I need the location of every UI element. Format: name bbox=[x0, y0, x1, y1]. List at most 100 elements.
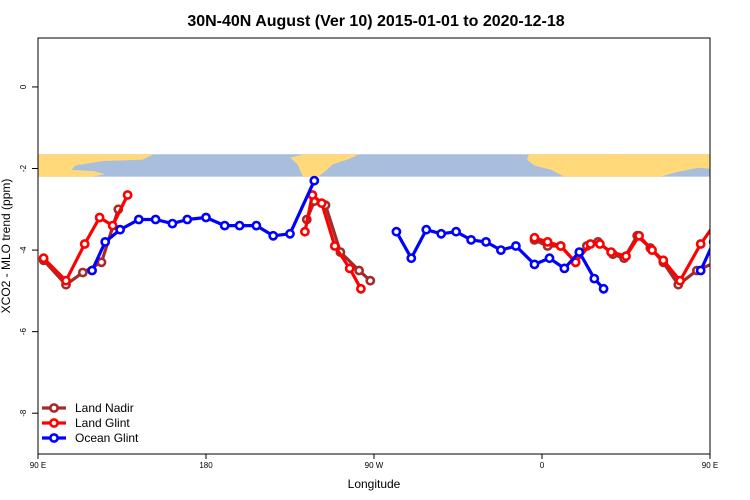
data-point bbox=[87, 265, 97, 276]
data-point bbox=[344, 263, 355, 274]
data-point bbox=[695, 239, 706, 249]
legend-swatch-marker bbox=[49, 433, 59, 443]
plot-frame bbox=[37, 37, 711, 455]
x-tick-label: 180 bbox=[199, 461, 213, 470]
data-point bbox=[746, 191, 750, 198]
land-shape-1 bbox=[290, 154, 360, 177]
data-point bbox=[299, 226, 310, 237]
data-point bbox=[354, 265, 364, 276]
data-point bbox=[79, 239, 90, 249]
y-tick-label: -6 bbox=[19, 328, 28, 336]
data-point bbox=[621, 251, 631, 262]
land-band bbox=[38, 154, 710, 177]
land-shape-2 bbox=[527, 154, 710, 177]
legend-item: Land Glint bbox=[42, 416, 130, 430]
data-point bbox=[150, 214, 161, 225]
data-point bbox=[675, 275, 685, 286]
land-sea-strip bbox=[38, 154, 710, 177]
chart-title: 30N-40N August (Ver 10) 2015-01-01 to 20… bbox=[187, 13, 564, 30]
y-tick-label: -2 bbox=[19, 164, 28, 172]
x-tick-label: 90 W bbox=[365, 461, 384, 470]
land-shape-3 bbox=[614, 154, 632, 159]
data-point bbox=[589, 273, 600, 284]
data-point bbox=[77, 267, 88, 278]
data-point bbox=[606, 247, 616, 257]
data-point bbox=[436, 228, 447, 239]
data-point bbox=[544, 253, 555, 264]
legend-label: Land Glint bbox=[75, 416, 130, 430]
data-point bbox=[658, 255, 669, 266]
data-point bbox=[708, 238, 710, 246]
data-point bbox=[555, 241, 566, 251]
data-point bbox=[94, 212, 105, 223]
legend-label: Land Nadir bbox=[75, 401, 134, 415]
data-point bbox=[365, 275, 376, 286]
data-point bbox=[182, 214, 193, 225]
y-axis-label: XCO2 - MLO trend (ppm) bbox=[0, 179, 13, 314]
series-layer bbox=[38, 175, 750, 294]
x-tick-label: 0 bbox=[540, 461, 545, 470]
legend-item: Land Nadir bbox=[42, 401, 134, 415]
data-point bbox=[733, 222, 740, 229]
data-point bbox=[268, 230, 279, 241]
data-point bbox=[466, 234, 476, 245]
y-tick-label: -4 bbox=[19, 246, 28, 254]
data-point bbox=[511, 241, 521, 251]
data-point bbox=[712, 259, 719, 266]
data-point bbox=[219, 220, 230, 231]
x-axis: 90 E 180 90 W 0 90 E bbox=[30, 454, 718, 470]
data-point bbox=[421, 224, 432, 235]
data-point bbox=[406, 253, 417, 264]
series-line-segment bbox=[395, 228, 605, 290]
legend-label: Ocean Glint bbox=[75, 431, 139, 445]
series-line-segment bbox=[42, 194, 130, 283]
data-point bbox=[574, 247, 585, 257]
data-point bbox=[529, 259, 540, 270]
data-point bbox=[595, 239, 605, 249]
data-point bbox=[495, 245, 506, 255]
data-point bbox=[201, 212, 211, 223]
data-point bbox=[285, 228, 295, 239]
legend-item: Ocean Glint bbox=[42, 431, 139, 445]
data-point bbox=[38, 253, 49, 264]
series-land-glint bbox=[38, 190, 750, 294]
x-axis-label: Longitude bbox=[348, 477, 401, 491]
data-point bbox=[634, 230, 644, 241]
data-point bbox=[251, 220, 262, 231]
series-line-segment bbox=[534, 227, 710, 283]
data-point bbox=[585, 239, 596, 249]
data-point bbox=[234, 220, 245, 231]
data-point bbox=[167, 218, 178, 229]
data-point bbox=[355, 283, 366, 294]
series-line-segment bbox=[699, 246, 710, 272]
data-point bbox=[723, 226, 730, 233]
data-point bbox=[100, 236, 111, 247]
land-shape-0 bbox=[38, 154, 154, 177]
y-axis: 0 -2 -4 -6 -8 bbox=[19, 84, 38, 417]
data-point bbox=[695, 265, 706, 276]
data-point bbox=[716, 214, 723, 221]
legend-swatch-marker bbox=[49, 418, 59, 428]
data-point bbox=[316, 198, 327, 209]
x-tick-label: 90 E bbox=[702, 461, 718, 470]
data-point bbox=[133, 214, 144, 225]
data-point bbox=[391, 226, 402, 237]
data-point bbox=[122, 190, 133, 200]
legend-swatch-marker bbox=[49, 403, 59, 413]
series-land-nadir bbox=[38, 196, 719, 290]
data-point bbox=[61, 275, 71, 286]
y-tick-label: -8 bbox=[19, 409, 28, 417]
data-point bbox=[115, 224, 125, 235]
data-point bbox=[542, 236, 553, 247]
data-point bbox=[481, 236, 491, 247]
data-point bbox=[451, 226, 461, 237]
data-point bbox=[598, 283, 609, 294]
x-tick-label: 90 E bbox=[30, 461, 46, 470]
data-point bbox=[96, 257, 107, 268]
data-point bbox=[647, 245, 657, 255]
series-ocean-glint bbox=[87, 175, 730, 294]
data-point bbox=[529, 232, 540, 243]
data-point bbox=[329, 241, 340, 251]
data-point bbox=[559, 263, 570, 274]
